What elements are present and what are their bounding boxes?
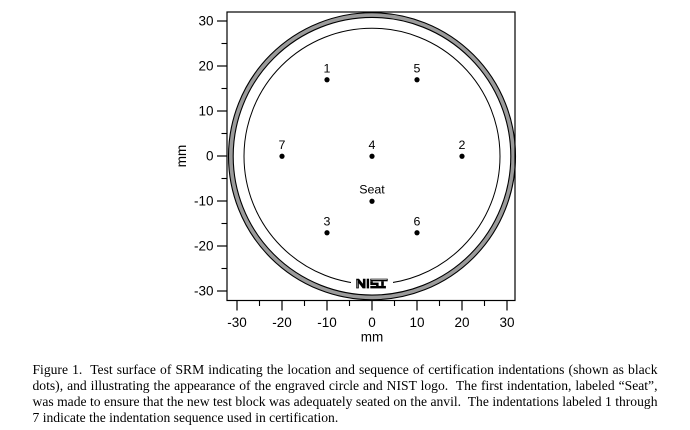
svg-text:10: 10 — [409, 315, 424, 330]
svg-text:1: 1 — [324, 62, 331, 76]
svg-text:0: 0 — [368, 315, 376, 330]
svg-text:2: 2 — [459, 138, 466, 152]
svg-text:-30: -30 — [227, 315, 247, 330]
svg-text:-30: -30 — [194, 284, 214, 299]
svg-text:4: 4 — [369, 138, 376, 152]
svg-text:10: 10 — [198, 104, 213, 119]
svg-text:6: 6 — [414, 215, 421, 229]
svg-text:20: 20 — [198, 59, 213, 74]
svg-text:-10: -10 — [317, 315, 337, 330]
svg-text:7: 7 — [279, 138, 286, 152]
svg-text:-20: -20 — [194, 239, 214, 254]
svg-text:30: 30 — [198, 14, 213, 29]
svg-text:mm: mm — [361, 330, 384, 345]
svg-text:5: 5 — [414, 62, 421, 76]
svg-text:Seat: Seat — [359, 183, 385, 197]
svg-text:mm: mm — [174, 145, 189, 168]
svg-text:3: 3 — [324, 215, 331, 229]
svg-text:-10: -10 — [194, 194, 214, 209]
svg-text:0: 0 — [206, 149, 214, 164]
svg-text:30: 30 — [499, 315, 514, 330]
svg-text:20: 20 — [454, 315, 469, 330]
svg-text:-20: -20 — [272, 315, 292, 330]
